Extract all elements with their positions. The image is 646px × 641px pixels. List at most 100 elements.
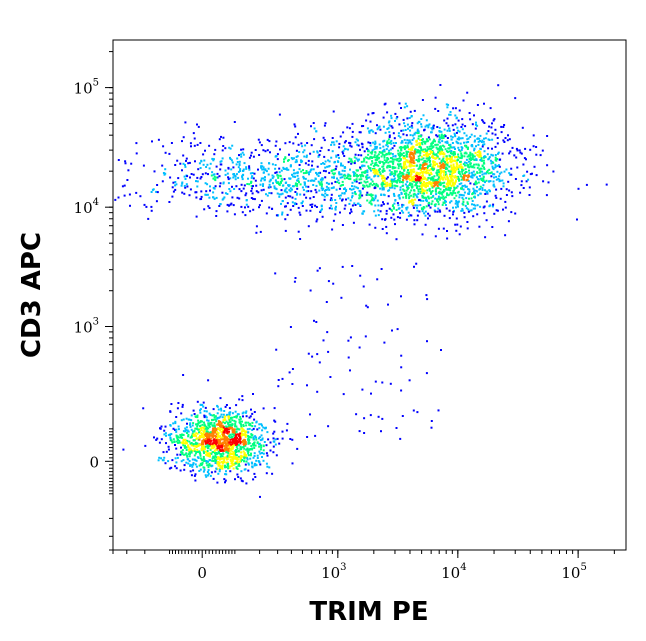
data-point <box>250 180 253 183</box>
data-point <box>417 190 420 193</box>
data-point <box>421 150 424 153</box>
data-point <box>216 447 219 450</box>
data-point <box>412 160 415 163</box>
data-point <box>435 171 438 174</box>
data-point <box>180 460 183 463</box>
data-point <box>304 177 307 180</box>
data-point <box>241 458 244 461</box>
data-point <box>366 180 369 183</box>
data-point <box>354 141 357 144</box>
data-point <box>436 184 439 187</box>
data-point <box>323 155 326 158</box>
data-point <box>219 168 222 171</box>
data-point <box>492 203 495 206</box>
data-point <box>302 172 305 175</box>
data-point <box>217 450 220 453</box>
data-point <box>384 153 387 156</box>
data-point <box>388 124 391 127</box>
data-point <box>246 183 249 185</box>
data-point <box>474 207 476 210</box>
data-point <box>338 194 340 197</box>
data-point <box>117 196 120 199</box>
data-point <box>467 141 470 143</box>
data-point <box>394 184 397 187</box>
data-point <box>369 169 372 172</box>
data-point <box>446 167 449 170</box>
data-point <box>399 136 402 139</box>
data-point <box>222 145 225 147</box>
data-point <box>231 441 234 444</box>
data-point <box>415 206 418 209</box>
data-point <box>208 425 211 428</box>
data-point <box>274 171 277 174</box>
data-point <box>222 443 224 446</box>
data-point <box>374 140 377 143</box>
data-point <box>252 185 254 188</box>
data-point <box>435 134 438 137</box>
data-point <box>293 280 296 283</box>
data-point <box>223 431 226 434</box>
data-point <box>370 156 373 159</box>
data-point <box>289 164 292 167</box>
data-point <box>473 135 476 138</box>
data-point <box>448 157 451 160</box>
data-point <box>284 229 287 232</box>
x-tick-label: 0 <box>197 564 207 582</box>
data-point <box>459 150 462 153</box>
data-point <box>188 448 190 451</box>
data-point <box>181 169 183 172</box>
data-point <box>182 459 185 462</box>
data-point <box>335 205 337 208</box>
data-point <box>309 169 312 172</box>
data-point <box>466 155 469 158</box>
data-point <box>338 187 341 190</box>
data-point <box>431 176 434 179</box>
data-point <box>312 196 315 198</box>
data-point <box>163 429 166 432</box>
data-point <box>260 162 263 165</box>
data-point <box>229 441 232 444</box>
data-point <box>400 107 402 109</box>
data-point <box>232 428 235 431</box>
data-point <box>345 188 348 191</box>
data-point <box>212 196 215 199</box>
data-point <box>462 163 465 166</box>
data-point <box>283 167 285 170</box>
data-point <box>240 460 242 463</box>
data-point <box>182 136 185 139</box>
data-point <box>407 215 410 218</box>
data-point <box>428 174 431 177</box>
data-point <box>382 165 385 168</box>
data-point <box>409 164 412 167</box>
data-point <box>311 206 313 208</box>
data-point <box>339 211 341 214</box>
data-point <box>221 416 224 419</box>
data-point <box>415 159 418 161</box>
data-point <box>211 443 214 446</box>
data-point <box>475 123 477 126</box>
data-point <box>139 195 142 198</box>
data-point <box>218 205 221 207</box>
data-point <box>441 140 444 143</box>
data-point <box>247 448 250 451</box>
data-point <box>441 193 444 196</box>
data-point <box>455 186 458 189</box>
data-point <box>372 130 375 133</box>
data-point <box>196 425 199 428</box>
data-point <box>209 422 212 425</box>
data-point <box>224 422 226 425</box>
data-point <box>195 432 198 435</box>
data-point <box>206 460 208 463</box>
data-point <box>453 132 456 135</box>
data-point <box>243 460 246 463</box>
data-point <box>250 190 253 192</box>
data-point <box>455 140 458 143</box>
data-point <box>192 463 194 466</box>
data-point <box>216 176 219 179</box>
data-point <box>184 164 186 166</box>
data-point <box>260 166 263 169</box>
data-point <box>459 142 462 145</box>
data-point <box>221 455 224 458</box>
data-point <box>461 208 464 210</box>
data-point <box>206 193 209 196</box>
